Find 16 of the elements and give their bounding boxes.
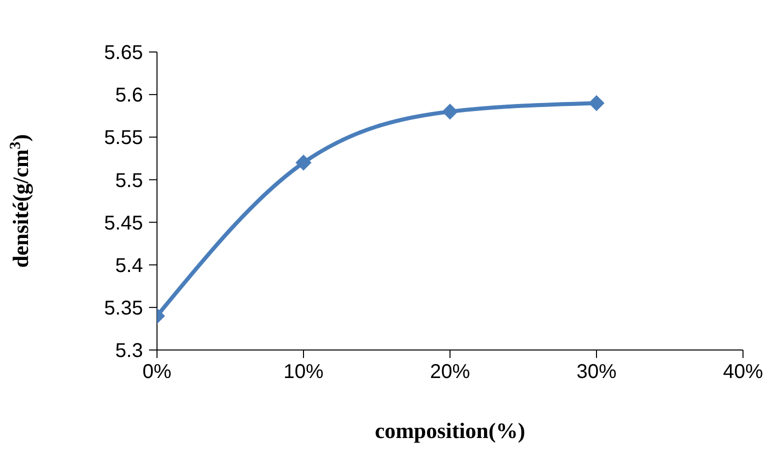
x-tick-label: 20% <box>430 361 470 384</box>
y-tick-label: 5.5 <box>115 170 143 192</box>
x-tick-label: 0% <box>142 361 172 384</box>
x-tick-label: 30% <box>576 361 617 384</box>
x-axis-title: composition(%) <box>374 418 526 443</box>
y-tick-label: 5.65 <box>104 42 143 64</box>
point <box>442 104 458 120</box>
y-tick-label: 5.3 <box>115 340 143 362</box>
y-tick-label: 5.35 <box>104 298 143 320</box>
y-tick-label: 5.45 <box>104 212 143 234</box>
x-tick-label: 10% <box>283 361 324 384</box>
y-tick-label: 5.55 <box>104 127 143 150</box>
x-tick-label: 40% <box>722 361 764 384</box>
point <box>588 95 604 112</box>
y-tick-label: 5.4 <box>115 254 143 277</box>
y-tick-label: 5.6 <box>115 84 143 107</box>
